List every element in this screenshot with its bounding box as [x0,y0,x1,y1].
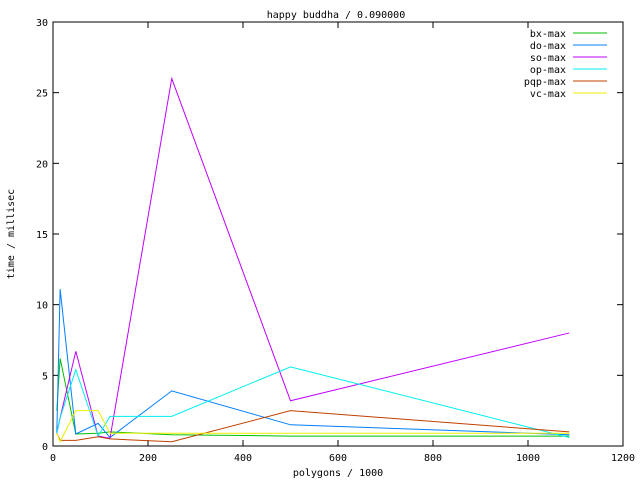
series-line-bx-max [56,358,570,437]
x-axis-label: polygons / 1000 [293,468,383,479]
y-tick-label: 5 [42,371,48,382]
series-line-do-max [56,289,570,439]
y-tick-label: 15 [36,230,48,241]
y-tick-label: 0 [42,442,48,453]
x-tick-label: 600 [329,453,347,464]
y-tick-label: 25 [36,89,48,100]
x-tick-label: 1200 [611,453,635,464]
y-tick-label: 10 [36,301,48,312]
legend-label: bx-max [530,29,566,40]
x-tick-label: 800 [424,453,442,464]
chart-title: happy buddha / 0.090000 [267,10,405,21]
legend-label: so-max [530,53,566,64]
series-line-op-max [56,366,570,439]
legend-label: vc-max [530,89,566,100]
legend-label: op-max [530,65,566,76]
series-line-pqp-max [56,410,570,443]
x-tick-label: 200 [139,453,157,464]
x-tick-label: 400 [234,453,252,464]
x-tick-label: 1000 [516,453,540,464]
series-line-vc-max [56,410,570,443]
legend-label: pqp-max [524,77,566,88]
legend-label: do-max [530,41,566,52]
y-axis-label: time / millisec [6,189,17,279]
y-tick-label: 30 [36,18,48,29]
series-line-so-max [56,76,570,439]
x-tick-label: 0 [50,453,56,464]
y-tick-label: 20 [36,159,48,170]
